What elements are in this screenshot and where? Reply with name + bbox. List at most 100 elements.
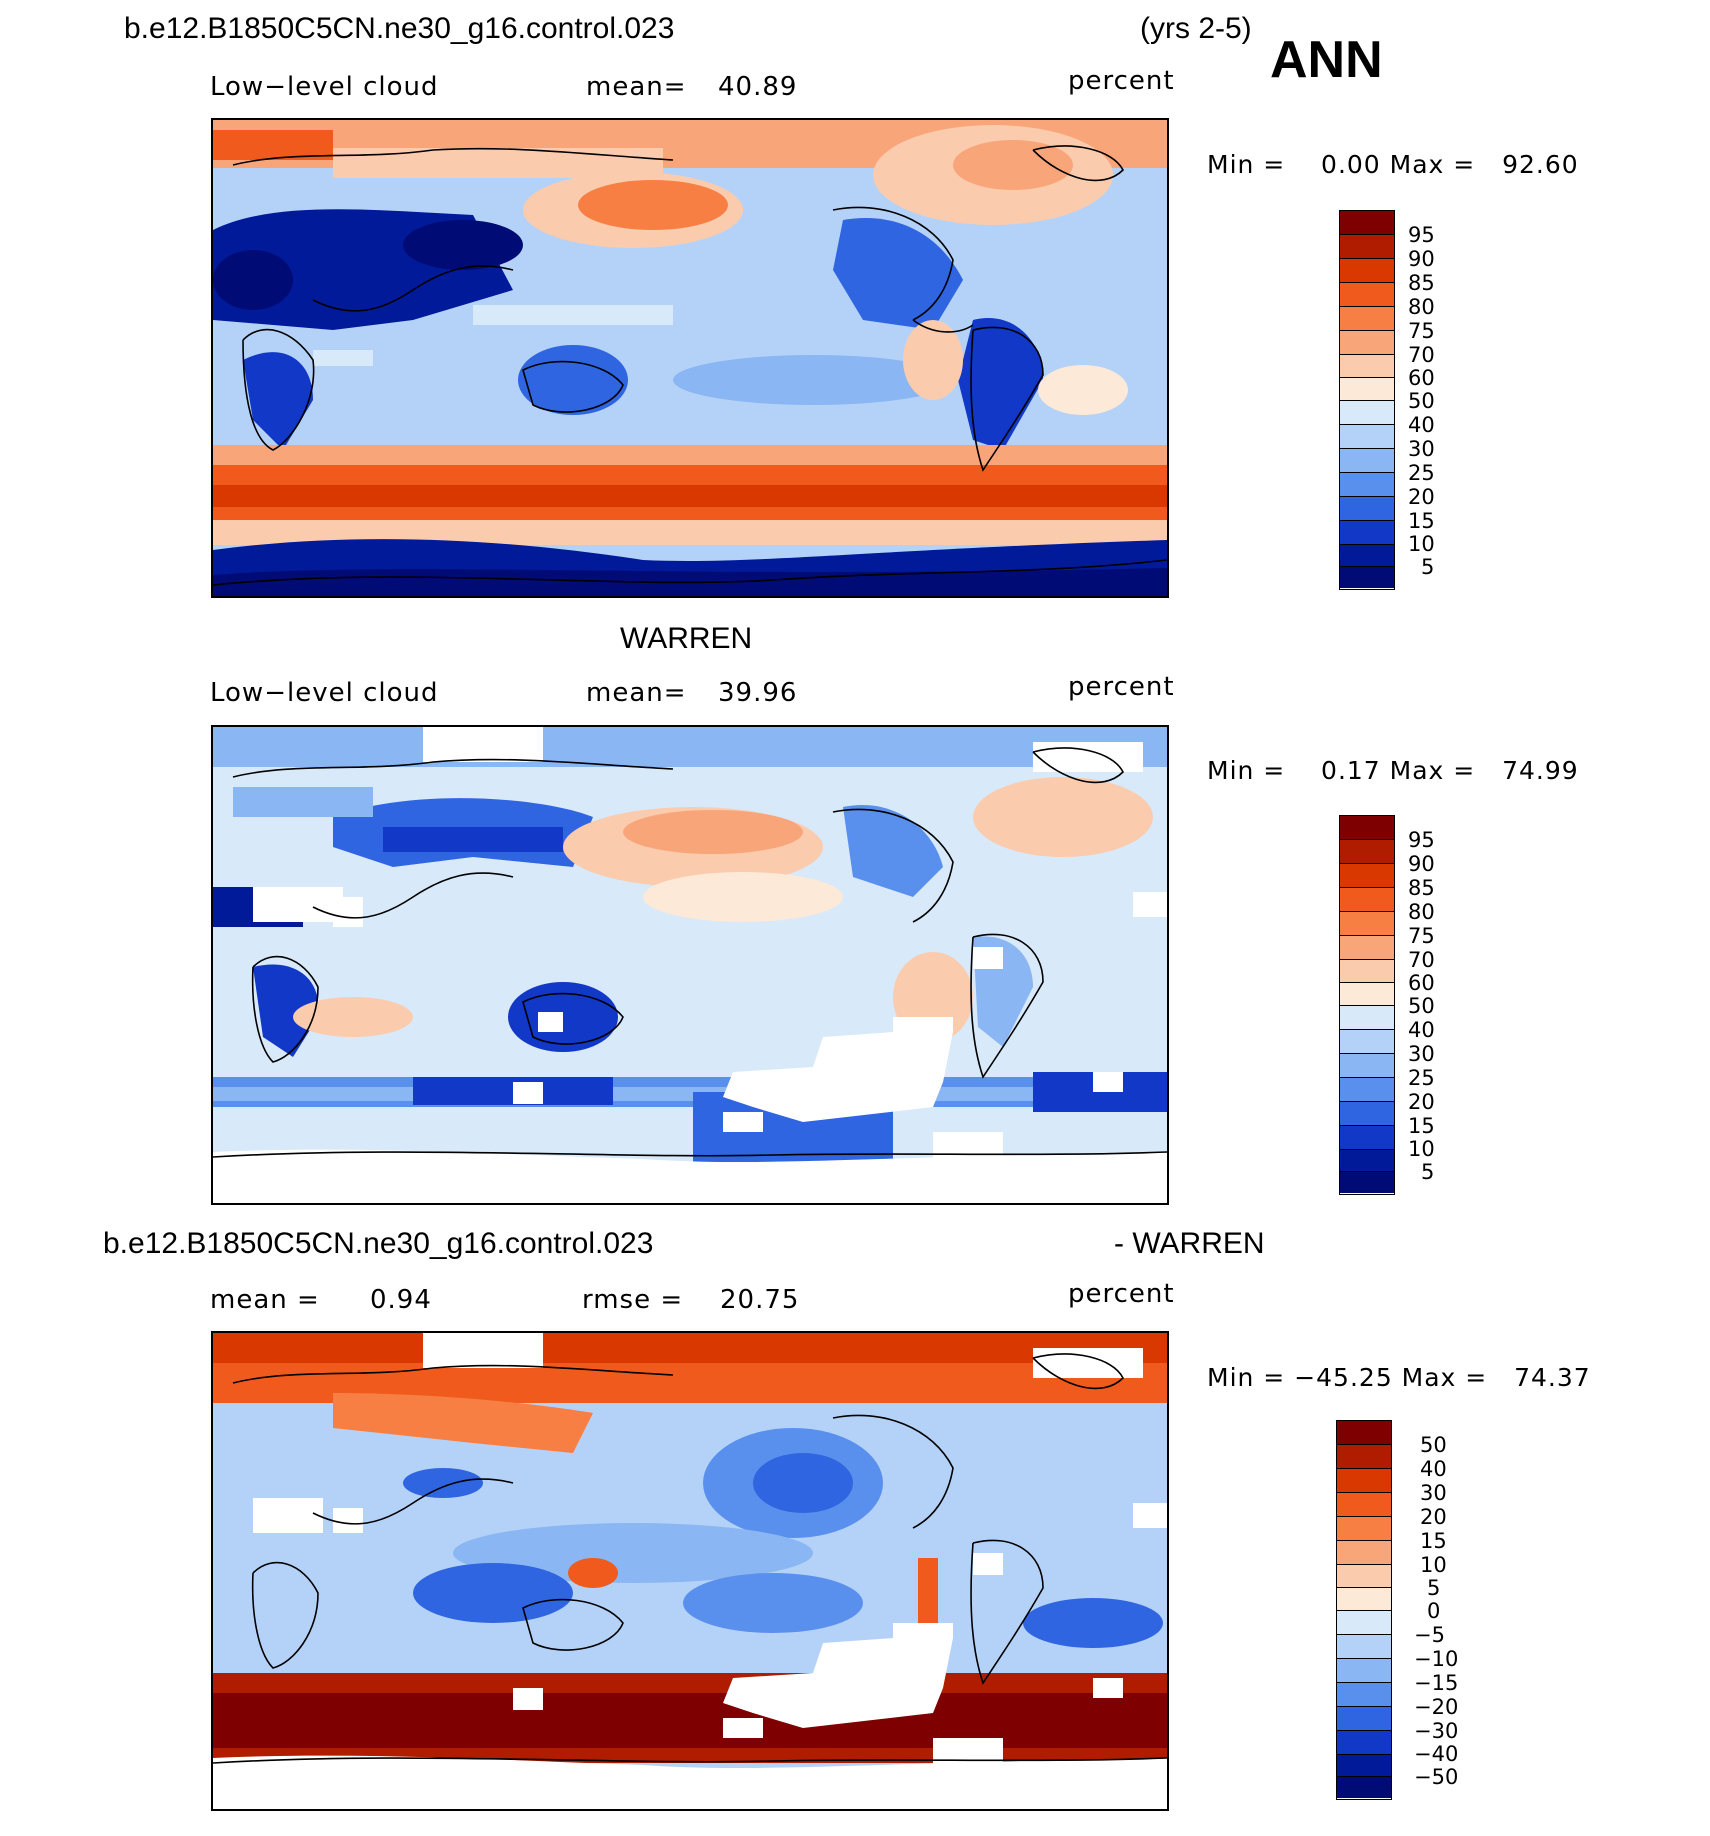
cbar1-tick: 5 xyxy=(1421,555,1435,579)
cbar1-tick: 60 xyxy=(1408,366,1435,390)
cbar2-swatch xyxy=(1340,1150,1394,1172)
cbar3-swatch xyxy=(1337,1588,1391,1611)
cbar2-tick: 70 xyxy=(1408,948,1435,972)
cbar1-tick: 10 xyxy=(1408,532,1435,556)
cbar3-swatch xyxy=(1337,1683,1391,1707)
panel2-mean-label: mean= xyxy=(586,678,687,708)
cbar3-swatch xyxy=(1337,1611,1391,1635)
cbar3-swatch xyxy=(1337,1517,1391,1541)
cbar1-swatch xyxy=(1340,497,1394,521)
cbar1-tick: 75 xyxy=(1408,319,1435,343)
cbar2-tick: 90 xyxy=(1408,852,1435,876)
cbar3-swatch xyxy=(1337,1493,1391,1517)
cbar2-tick: 20 xyxy=(1408,1090,1435,1114)
cbar1-tick: 15 xyxy=(1408,509,1435,533)
cbar2-swatch xyxy=(1340,1172,1394,1193)
cbar1-swatch xyxy=(1340,401,1394,425)
cbar3-swatch xyxy=(1337,1731,1391,1755)
cbar3-swatch xyxy=(1337,1635,1391,1659)
cbar3-swatch xyxy=(1337,1755,1391,1777)
cbar2-swatch xyxy=(1340,1126,1394,1150)
cbar3-tick: 20 xyxy=(1420,1505,1447,1529)
cbar1-swatch xyxy=(1340,235,1394,259)
cbar3-swatch xyxy=(1337,1659,1391,1683)
cbar3-swatch xyxy=(1337,1445,1391,1469)
cbar1-swatch xyxy=(1340,521,1394,545)
cbar3-tick: 15 xyxy=(1420,1529,1447,1553)
panel2-colorbar xyxy=(1339,815,1395,1195)
cbar1-swatch xyxy=(1340,473,1394,497)
panel3-colorbar xyxy=(1336,1420,1392,1800)
cbar1-swatch xyxy=(1340,425,1394,449)
cbar2-tick: 40 xyxy=(1408,1018,1435,1042)
cbar3-swatch xyxy=(1337,1565,1391,1588)
cbar1-swatch xyxy=(1340,259,1394,283)
cbar3-swatch xyxy=(1337,1707,1391,1731)
cbar1-swatch xyxy=(1340,449,1394,473)
panel1-variable: Low−level cloud xyxy=(210,72,439,102)
cbar3-tick: −15 xyxy=(1414,1671,1459,1695)
cbar2-tick: 60 xyxy=(1408,971,1435,995)
cbar2-tick: 50 xyxy=(1408,994,1435,1018)
cbar1-tick: 40 xyxy=(1408,413,1435,437)
cbar3-tick: 5 xyxy=(1427,1576,1441,1600)
panel2-mean-value: 39.96 xyxy=(718,678,798,708)
cbar3-tick: −5 xyxy=(1414,1623,1445,1647)
panel3-mean-label: mean = xyxy=(210,1285,320,1315)
cbar2-swatch xyxy=(1340,960,1394,983)
cbar1-tick: 85 xyxy=(1408,271,1435,295)
cbar3-swatch xyxy=(1337,1777,1391,1798)
cbar1-swatch xyxy=(1340,378,1394,401)
cbar1-tick: 95 xyxy=(1408,223,1435,247)
panel3-title-right: - WARREN xyxy=(1114,1227,1265,1260)
cbar3-tick: 50 xyxy=(1420,1433,1447,1457)
cbar1-tick: 90 xyxy=(1408,247,1435,271)
cbar2-tick: 15 xyxy=(1408,1114,1435,1138)
cbar2-swatch xyxy=(1340,864,1394,888)
panel1-mean-label: mean= xyxy=(586,72,687,102)
cbar3-tick: 30 xyxy=(1420,1481,1447,1505)
cbar3-tick: −30 xyxy=(1414,1719,1459,1743)
cbar3-tick: −10 xyxy=(1414,1647,1459,1671)
cbar2-swatch xyxy=(1340,840,1394,864)
panel3-rmse-label: rmse = xyxy=(582,1285,684,1315)
panel3-map xyxy=(211,1331,1169,1811)
cbar2-tick: 30 xyxy=(1408,1042,1435,1066)
cbar2-tick: 10 xyxy=(1408,1137,1435,1161)
panel2-title: WARREN xyxy=(620,622,753,655)
panel2-map xyxy=(211,725,1169,1205)
cbar1-swatch xyxy=(1340,211,1394,235)
cbar3-tick: 40 xyxy=(1420,1457,1447,1481)
cbar2-swatch xyxy=(1340,983,1394,1006)
cbar1-tick: 30 xyxy=(1408,437,1435,461)
cbar1-tick: 80 xyxy=(1408,295,1435,319)
panel1-colorbar xyxy=(1339,210,1395,590)
panel2-variable: Low−level cloud xyxy=(210,678,439,708)
cbar1-tick: 50 xyxy=(1408,389,1435,413)
cbar2-swatch xyxy=(1340,936,1394,960)
panel3-mean-value: 0.94 xyxy=(370,1285,432,1315)
cbar3-tick: −40 xyxy=(1414,1742,1459,1766)
cbar1-swatch xyxy=(1340,567,1394,588)
cbar2-swatch xyxy=(1340,1030,1394,1054)
years-label: (yrs 2-5) xyxy=(1140,12,1252,45)
cbar2-tick: 25 xyxy=(1408,1066,1435,1090)
panel1-mean-value: 40.89 xyxy=(718,72,798,102)
cbar3-swatch xyxy=(1337,1469,1391,1493)
cbar1-tick: 20 xyxy=(1408,485,1435,509)
cbar1-swatch xyxy=(1340,355,1394,378)
cbar1-swatch xyxy=(1340,283,1394,307)
cbar2-swatch xyxy=(1340,1078,1394,1102)
cbar2-tick: 95 xyxy=(1408,828,1435,852)
cbar1-swatch xyxy=(1340,331,1394,355)
cbar3-swatch xyxy=(1337,1421,1391,1445)
cbar3-tick: −50 xyxy=(1414,1765,1459,1789)
cbar3-tick: 0 xyxy=(1427,1599,1441,1623)
cbar2-tick: 85 xyxy=(1408,876,1435,900)
cbar2-tick: 80 xyxy=(1408,900,1435,924)
panel1-units: percent xyxy=(1068,66,1175,96)
cbar2-swatch xyxy=(1340,1006,1394,1030)
panel1-map xyxy=(211,118,1169,598)
cbar2-swatch xyxy=(1340,1102,1394,1126)
cbar2-tick: 75 xyxy=(1408,924,1435,948)
